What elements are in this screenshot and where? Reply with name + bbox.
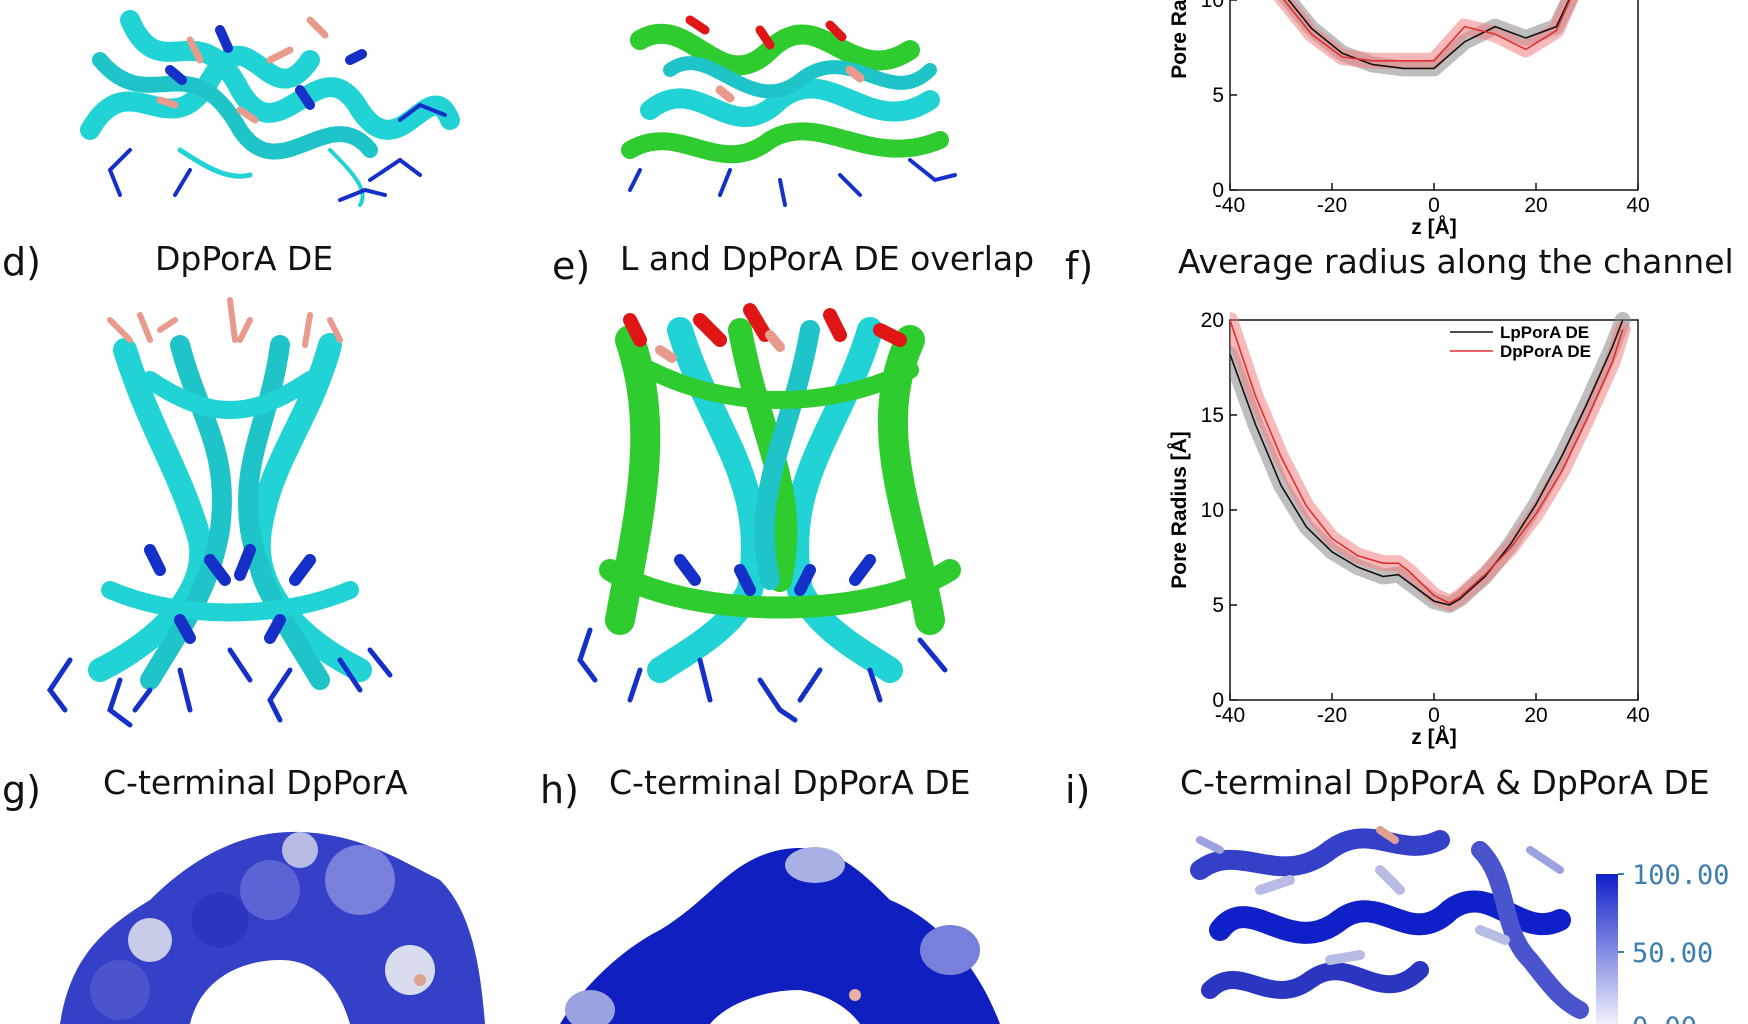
ribbon-c-terminal-dppora-and-de — [1180, 810, 1590, 1024]
structure-overlap-top — [610, 0, 970, 210]
chart-f-ytick-label: 5 — [1212, 594, 1224, 617]
chart-f-ytick-label: 0 — [1212, 689, 1224, 712]
chart-top-xlabel: z [Å] — [1411, 215, 1457, 239]
chart-f-ylabel: Pore Radius [Å] — [1167, 431, 1191, 589]
chart-f-series-line-0 — [1230, 319, 1624, 606]
panel-label-f: f) — [1065, 244, 1094, 288]
panel-title-h: C-terminal DpPorA DE — [609, 763, 971, 802]
chart-top-series-line-0 — [1287, 0, 1570, 70]
chart-f-xtick-label: 0 — [1428, 704, 1440, 727]
chart-f-ytick-label: 15 — [1201, 404, 1224, 427]
surface-c-terminal-dppora-de — [560, 840, 1000, 1024]
chart-f-series-line-1 — [1230, 319, 1624, 604]
chart-f-legend-label-0: LpPorA DE — [1500, 323, 1589, 342]
structure-lppora-de-top — [70, 0, 470, 220]
chart-f-xtick-label: -40 — [1215, 704, 1245, 727]
panel-title-f: Average radius along the channel — [1178, 242, 1734, 281]
chart-top-xtick-label: 0 — [1428, 194, 1440, 217]
panel-title-i: C-terminal DpPorA & DpPorA DE — [1180, 763, 1710, 802]
chart-top-ytick-label: 0 — [1212, 179, 1224, 202]
chart-f-xtick-label: 40 — [1626, 704, 1649, 727]
colorbar-tick-50: 50.00 — [1632, 938, 1713, 969]
colorbar-tick-100: 100.00 — [1632, 860, 1730, 891]
panel-label-i: i) — [1065, 768, 1091, 812]
colorbar: 100.00 50.00 0.00 — [1596, 860, 1730, 1024]
chart-top-xtick-label: 20 — [1524, 194, 1547, 217]
structure-overlap-lppora-dppora-de — [570, 290, 990, 730]
panel-label-e: e) — [552, 244, 591, 288]
chart-f-xtick-label: 20 — [1524, 704, 1547, 727]
chart-f-xtick-label: -20 — [1317, 704, 1347, 727]
chart-top-xtick-label: 40 — [1626, 194, 1649, 217]
chart-top-series-line-1 — [1283, 0, 1571, 62]
chart-top-xtick-label: -40 — [1215, 194, 1245, 217]
chart-f-ytick-label: 10 — [1201, 499, 1224, 522]
panel-title-e: L and DpPorA DE overlap — [620, 239, 1035, 278]
chart-top-xtick-label: -20 — [1317, 194, 1347, 217]
chart-f-ytick-label: 20 — [1201, 309, 1224, 332]
panel-title-g: C-terminal DpPorA — [103, 763, 408, 802]
chart-f-series-band-1 — [1230, 312, 1631, 612]
panel-label-g: g) — [2, 768, 41, 812]
chart-f-legend-label-1: DpPorA DE — [1500, 342, 1591, 361]
panel-label-d: d) — [2, 240, 41, 284]
chart-top-ylabel: Pore Radius [Å] — [1167, 0, 1191, 79]
chart-f-xlabel: z [Å] — [1411, 725, 1457, 749]
structure-dppora-de — [30, 290, 430, 730]
colorbar-tick-0: 0.00 — [1632, 1012, 1697, 1024]
surface-c-terminal-dppora — [40, 820, 500, 1024]
panel-label-h: h) — [540, 768, 579, 812]
pore-radius-chart-f: -40 -20 0 20 40 0 5 10 15 20 z [Å] Pore Radius [Å] L… — [1167, 309, 1650, 749]
chart-top-ytick-label: 10 — [1201, 0, 1224, 12]
chart-top-plot-frame — [1229, 0, 1639, 191]
colorbar-gradient — [1596, 874, 1618, 1024]
pore-radius-chart-top: -40 -20 0 20 40 0 5 10 z [Å] Pore Radius [Å] — [1167, 0, 1650, 239]
panel-title-d: DpPorA DE — [155, 239, 334, 278]
chart-top-ytick-label: 5 — [1212, 84, 1224, 107]
